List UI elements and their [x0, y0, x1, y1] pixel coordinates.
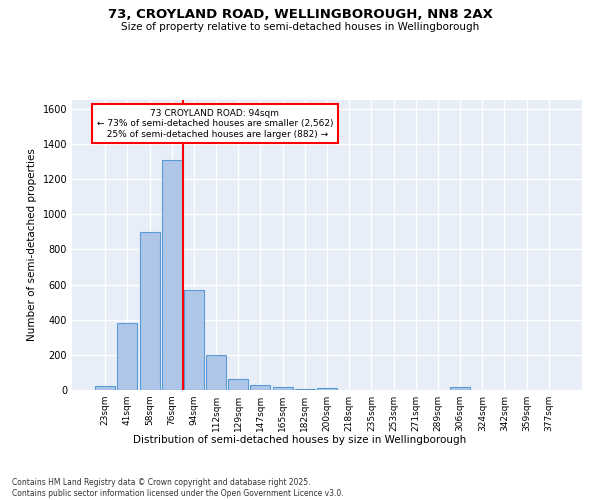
Bar — [162, 160, 182, 390]
Bar — [95, 386, 115, 390]
Text: 73, CROYLAND ROAD, WELLINGBOROUGH, NN8 2AX: 73, CROYLAND ROAD, WELLINGBOROUGH, NN8 2… — [107, 8, 493, 20]
Bar — [295, 389, 315, 390]
Text: 73 CROYLAND ROAD: 94sqm
← 73% of semi-detached houses are smaller (2,562)
  25% : 73 CROYLAND ROAD: 94sqm ← 73% of semi-de… — [97, 108, 333, 138]
Bar — [184, 290, 204, 390]
Bar — [118, 323, 137, 390]
Text: Distribution of semi-detached houses by size in Wellingborough: Distribution of semi-detached houses by … — [133, 435, 467, 445]
Bar — [250, 384, 271, 390]
Bar — [228, 378, 248, 390]
Bar — [140, 232, 160, 390]
Bar — [272, 388, 293, 390]
Text: Contains HM Land Registry data © Crown copyright and database right 2025.
Contai: Contains HM Land Registry data © Crown c… — [12, 478, 344, 498]
Bar — [317, 388, 337, 390]
Bar — [206, 355, 226, 390]
Text: Size of property relative to semi-detached houses in Wellingborough: Size of property relative to semi-detach… — [121, 22, 479, 32]
Bar — [450, 388, 470, 390]
Y-axis label: Number of semi-detached properties: Number of semi-detached properties — [27, 148, 37, 342]
